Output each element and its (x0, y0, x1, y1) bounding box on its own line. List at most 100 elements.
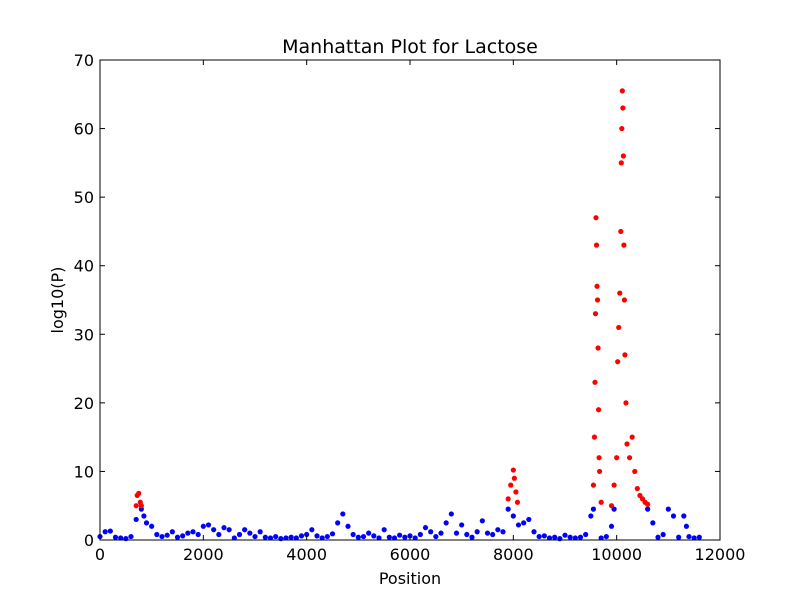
point (355, 534, 361, 540)
point (397, 532, 403, 538)
point (329, 531, 336, 537)
point (169, 529, 175, 535)
point (128, 533, 134, 540)
point (366, 530, 372, 536)
point (593, 215, 599, 221)
point (645, 506, 651, 512)
point (495, 527, 501, 533)
point (490, 531, 496, 538)
point (205, 522, 212, 528)
point (618, 160, 624, 166)
y-axis-label: log10(P) (48, 267, 67, 334)
point (180, 533, 186, 539)
point (221, 525, 227, 531)
point (257, 529, 263, 535)
point (164, 532, 170, 538)
point (459, 522, 465, 528)
point (510, 467, 516, 473)
x-tick-label: 4000 (286, 545, 327, 564)
point (422, 525, 429, 531)
point (247, 530, 253, 536)
point (660, 531, 666, 538)
point (479, 518, 485, 524)
point (621, 242, 627, 248)
x-axis-label: Position (379, 569, 441, 588)
y-tick-label: 60 (74, 120, 94, 139)
y-tick-label: 40 (74, 257, 94, 276)
point (262, 534, 268, 540)
point (428, 529, 434, 535)
point (469, 534, 475, 540)
point (598, 535, 604, 541)
point (598, 499, 604, 505)
point (608, 503, 615, 509)
point (345, 523, 351, 529)
point (376, 535, 382, 541)
point (617, 290, 623, 296)
point (402, 534, 408, 540)
point (149, 523, 155, 529)
x-tick-label: 12000 (695, 545, 746, 564)
point (133, 503, 139, 509)
point (293, 535, 299, 541)
point (195, 531, 201, 538)
point (159, 533, 165, 540)
point (592, 311, 599, 317)
point (616, 324, 622, 331)
point (645, 501, 651, 507)
point (655, 534, 661, 540)
point (521, 520, 527, 526)
point (595, 345, 601, 351)
point (536, 533, 542, 540)
point (309, 527, 315, 533)
point (252, 533, 258, 540)
point (174, 534, 181, 540)
point (562, 532, 568, 538)
point (620, 153, 626, 159)
point (515, 522, 522, 528)
point (335, 520, 341, 526)
point (226, 527, 232, 533)
point (686, 533, 692, 540)
point (211, 527, 217, 533)
point (696, 534, 702, 540)
point (614, 455, 620, 461)
point (622, 352, 628, 358)
point (360, 533, 367, 540)
point (484, 530, 491, 536)
point (615, 359, 621, 365)
point (391, 535, 398, 541)
point (593, 242, 600, 248)
point (511, 475, 517, 481)
point (591, 434, 598, 440)
y-tick-label: 50 (74, 188, 94, 207)
point (231, 535, 237, 541)
y-tick-label: 10 (74, 462, 94, 481)
point (190, 529, 196, 535)
point (691, 535, 697, 541)
point (514, 499, 521, 505)
point (632, 468, 638, 475)
point (588, 513, 594, 519)
point (371, 533, 377, 539)
point (464, 531, 470, 538)
point (618, 228, 624, 235)
point (505, 506, 511, 512)
point (624, 441, 630, 447)
point (242, 527, 248, 533)
point (505, 496, 511, 502)
point (185, 530, 191, 536)
point (546, 535, 553, 541)
point (634, 485, 640, 492)
point (590, 506, 597, 512)
point (443, 520, 449, 526)
point (681, 513, 687, 519)
point (448, 511, 454, 517)
point (531, 529, 537, 535)
chart-title: Manhattan Plot for Lactose (282, 36, 538, 58)
point (267, 535, 274, 541)
x-tick-label: 0 (95, 545, 105, 564)
point (619, 88, 625, 94)
point (216, 531, 222, 538)
